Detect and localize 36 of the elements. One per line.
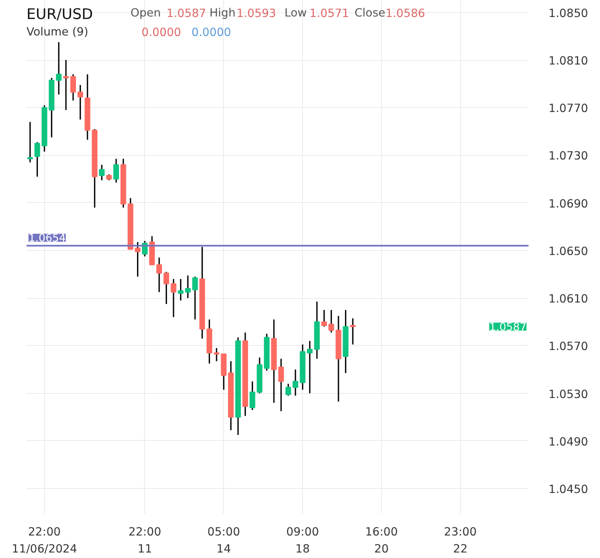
x-tick-label: 05:00 14	[207, 524, 240, 556]
annotation: 1.0587	[166, 6, 206, 20]
annotation: 1.0593	[236, 6, 276, 20]
annotation: 1.0586	[386, 6, 426, 20]
candlestick	[98, 164, 105, 181]
annotation: 0.0000	[192, 25, 232, 39]
y-tick-label: 1.0730	[548, 148, 588, 163]
candlestick	[278, 358, 284, 412]
y-tick-label: 1.0570	[548, 339, 588, 354]
y-tick-label: 1.0850	[548, 6, 588, 20]
y-tick-label: 1.0690	[548, 196, 588, 210]
x-tick-label: 22:00 11	[128, 524, 162, 556]
candlestick	[350, 318, 356, 346]
x-tick-label: 22:00 11/06/2024	[12, 524, 78, 556]
annotation: 1.0571	[310, 6, 350, 20]
chart-title: EUR/USD	[26, 6, 93, 23]
x-tick-label: 09:00 18	[286, 524, 319, 556]
annotation: Open	[130, 6, 161, 20]
y-tick-label: 1.0770	[548, 101, 588, 116]
y-tick-label: 1.0530	[548, 386, 588, 401]
annotation: 1.0587	[489, 320, 527, 334]
annotation: Low	[284, 6, 307, 20]
y-tick-label: 1.0810	[548, 54, 588, 68]
candlestick	[27, 121, 33, 164]
y-tick-label: 1.0490	[548, 434, 588, 448]
annotation: 0.0000	[142, 25, 182, 39]
candlestick	[113, 158, 119, 184]
y-tick-label: 1.0650	[548, 244, 588, 258]
x-tick-label: 16:00 20	[365, 524, 398, 556]
annotation: Volume (9)	[26, 24, 88, 38]
annotation: Close	[354, 6, 386, 20]
x-tick-label: 23:00 22	[444, 524, 477, 556]
ref-line-label: 1.0654	[28, 232, 66, 245]
annotation: High	[210, 6, 236, 20]
y-tick-label: 1.0450	[548, 482, 588, 496]
y-tick-label: 1.0610	[548, 292, 588, 306]
